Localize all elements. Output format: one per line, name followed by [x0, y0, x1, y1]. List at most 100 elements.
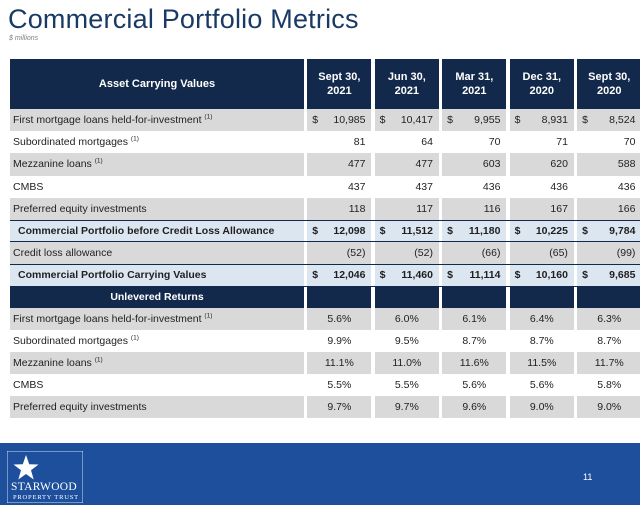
value-cell: 81: [307, 131, 372, 154]
column-gap: [371, 307, 375, 330]
value-text: (52): [414, 247, 433, 260]
value-cell: 70: [577, 131, 640, 154]
column-gap: [438, 374, 443, 397]
column-gap: [371, 286, 375, 308]
value-cell: $11,460: [374, 264, 439, 287]
currency-symbol: $: [447, 225, 453, 238]
return-cell: 11.1%: [307, 351, 372, 375]
column-gap: [506, 131, 510, 154]
column-gap: [506, 175, 510, 198]
value-text: 12,046: [333, 269, 366, 282]
column-header-line2: 2021: [462, 85, 487, 97]
value-text: 71: [556, 136, 568, 149]
column-gap: [304, 286, 308, 308]
section-header-cell: [442, 286, 507, 308]
return-cell: 11.5%: [509, 351, 574, 375]
value-cell: 436: [509, 175, 574, 198]
column-gap: [304, 153, 308, 176]
row-label: Commercial Portfolio Carrying Values: [10, 264, 304, 287]
column-gap: [573, 219, 578, 243]
return-cell: 5.5%: [374, 374, 439, 397]
column-gap: [371, 109, 375, 132]
return-cell: 9.7%: [307, 396, 372, 419]
column-gap: [304, 175, 308, 198]
value-cell: 117: [374, 197, 439, 220]
table-row: First mortgage loans held-for-investment…: [10, 109, 640, 132]
value-cell: $11,512: [374, 219, 439, 243]
value-cell: $12,098: [307, 219, 372, 243]
column-gap: [304, 396, 308, 419]
column-header-line1: Jun 30,: [387, 71, 426, 83]
value-text: (66): [481, 247, 501, 260]
table-row: Credit loss allowance (52) (52) (66) (65) (99…: [10, 242, 640, 265]
column-gap: [438, 307, 443, 330]
value-cell: 118: [307, 197, 372, 220]
column-gap: [506, 307, 510, 330]
return-cell: 9.0%: [577, 396, 640, 419]
value-text: 9,784: [609, 225, 636, 238]
return-cell: 6.0%: [374, 307, 439, 330]
value-cell: $10,160: [509, 264, 574, 287]
section-header-cell: [374, 286, 439, 308]
value-text: (52): [346, 247, 366, 260]
column-gap: [371, 131, 375, 154]
column-gap: [371, 219, 375, 243]
value-cell: 64: [374, 131, 439, 154]
column-gap: [438, 329, 443, 352]
section-header-cell: [509, 286, 574, 308]
row-label: Credit loss allowance: [10, 242, 304, 265]
value-cell: $11,114: [442, 264, 507, 287]
column-header-line1: Dec 31,: [522, 71, 562, 83]
column-gap: [506, 374, 510, 397]
value-text: 10,985: [333, 114, 366, 127]
value-text: 9,955: [474, 114, 501, 127]
footnote-marker: (1): [94, 356, 103, 364]
value-cell: 477: [374, 153, 439, 176]
column-header: Sept 30, 2021: [307, 59, 372, 109]
value-cell: 436: [442, 175, 507, 198]
value-text: 436: [617, 180, 636, 193]
currency-symbol: $: [312, 225, 319, 238]
column-gap: [506, 264, 510, 287]
column-header-line1: Sept 30,: [588, 71, 631, 83]
return-cell: 11.6%: [442, 351, 507, 375]
column-gap: [573, 242, 578, 265]
metrics-table-body: Asset Carrying Values Sept 30, 2021 Jun 30,…: [10, 59, 640, 419]
value-text: 70: [488, 136, 501, 149]
row-label-text: Preferred equity investments: [13, 401, 147, 414]
value-cell: 116: [442, 197, 507, 220]
value-text: 11,512: [401, 225, 433, 238]
value-cell: 71: [509, 131, 574, 154]
column-gap: [304, 329, 308, 352]
row-label: First mortgage loans held-for-investment…: [10, 307, 304, 330]
currency-symbol: $: [379, 225, 386, 238]
currency-symbol: $: [514, 225, 521, 238]
column-gap: [438, 242, 443, 265]
row-label-text: CMBS: [13, 379, 44, 392]
value-text: 11,114: [469, 269, 501, 282]
units-note: $ millions: [9, 35, 39, 42]
currency-symbol: $: [514, 114, 521, 127]
return-cell: 6.4%: [509, 307, 574, 330]
footnote-marker: (1): [94, 157, 103, 165]
column-gap: [371, 264, 375, 287]
column-header: Mar 31, 2021: [442, 59, 507, 109]
column-gap: [506, 351, 510, 375]
value-text: 10,225: [535, 225, 568, 238]
row-label: Subordinated mortgages (1): [10, 329, 304, 352]
column-gap: [506, 219, 510, 243]
section-header-unlevered-returns: Unlevered Returns: [10, 286, 304, 308]
table-row: Mezzanine loans (1) 477 477 603 620 588: [10, 153, 640, 176]
column-gap: [573, 329, 578, 352]
column-gap: [573, 197, 578, 220]
column-gap: [506, 286, 510, 308]
value-text: 116: [483, 202, 501, 215]
header-asset-carrying-values: Asset Carrying Values: [10, 59, 304, 109]
column-gap: [304, 264, 308, 287]
column-gap: [304, 374, 308, 397]
column-gap: [573, 286, 578, 308]
value-text: 437: [347, 180, 366, 193]
row-label-text: First mortgage loans held-for-investment: [13, 312, 202, 325]
value-text: (65): [549, 247, 568, 260]
value-cell: $10,985: [307, 109, 372, 132]
